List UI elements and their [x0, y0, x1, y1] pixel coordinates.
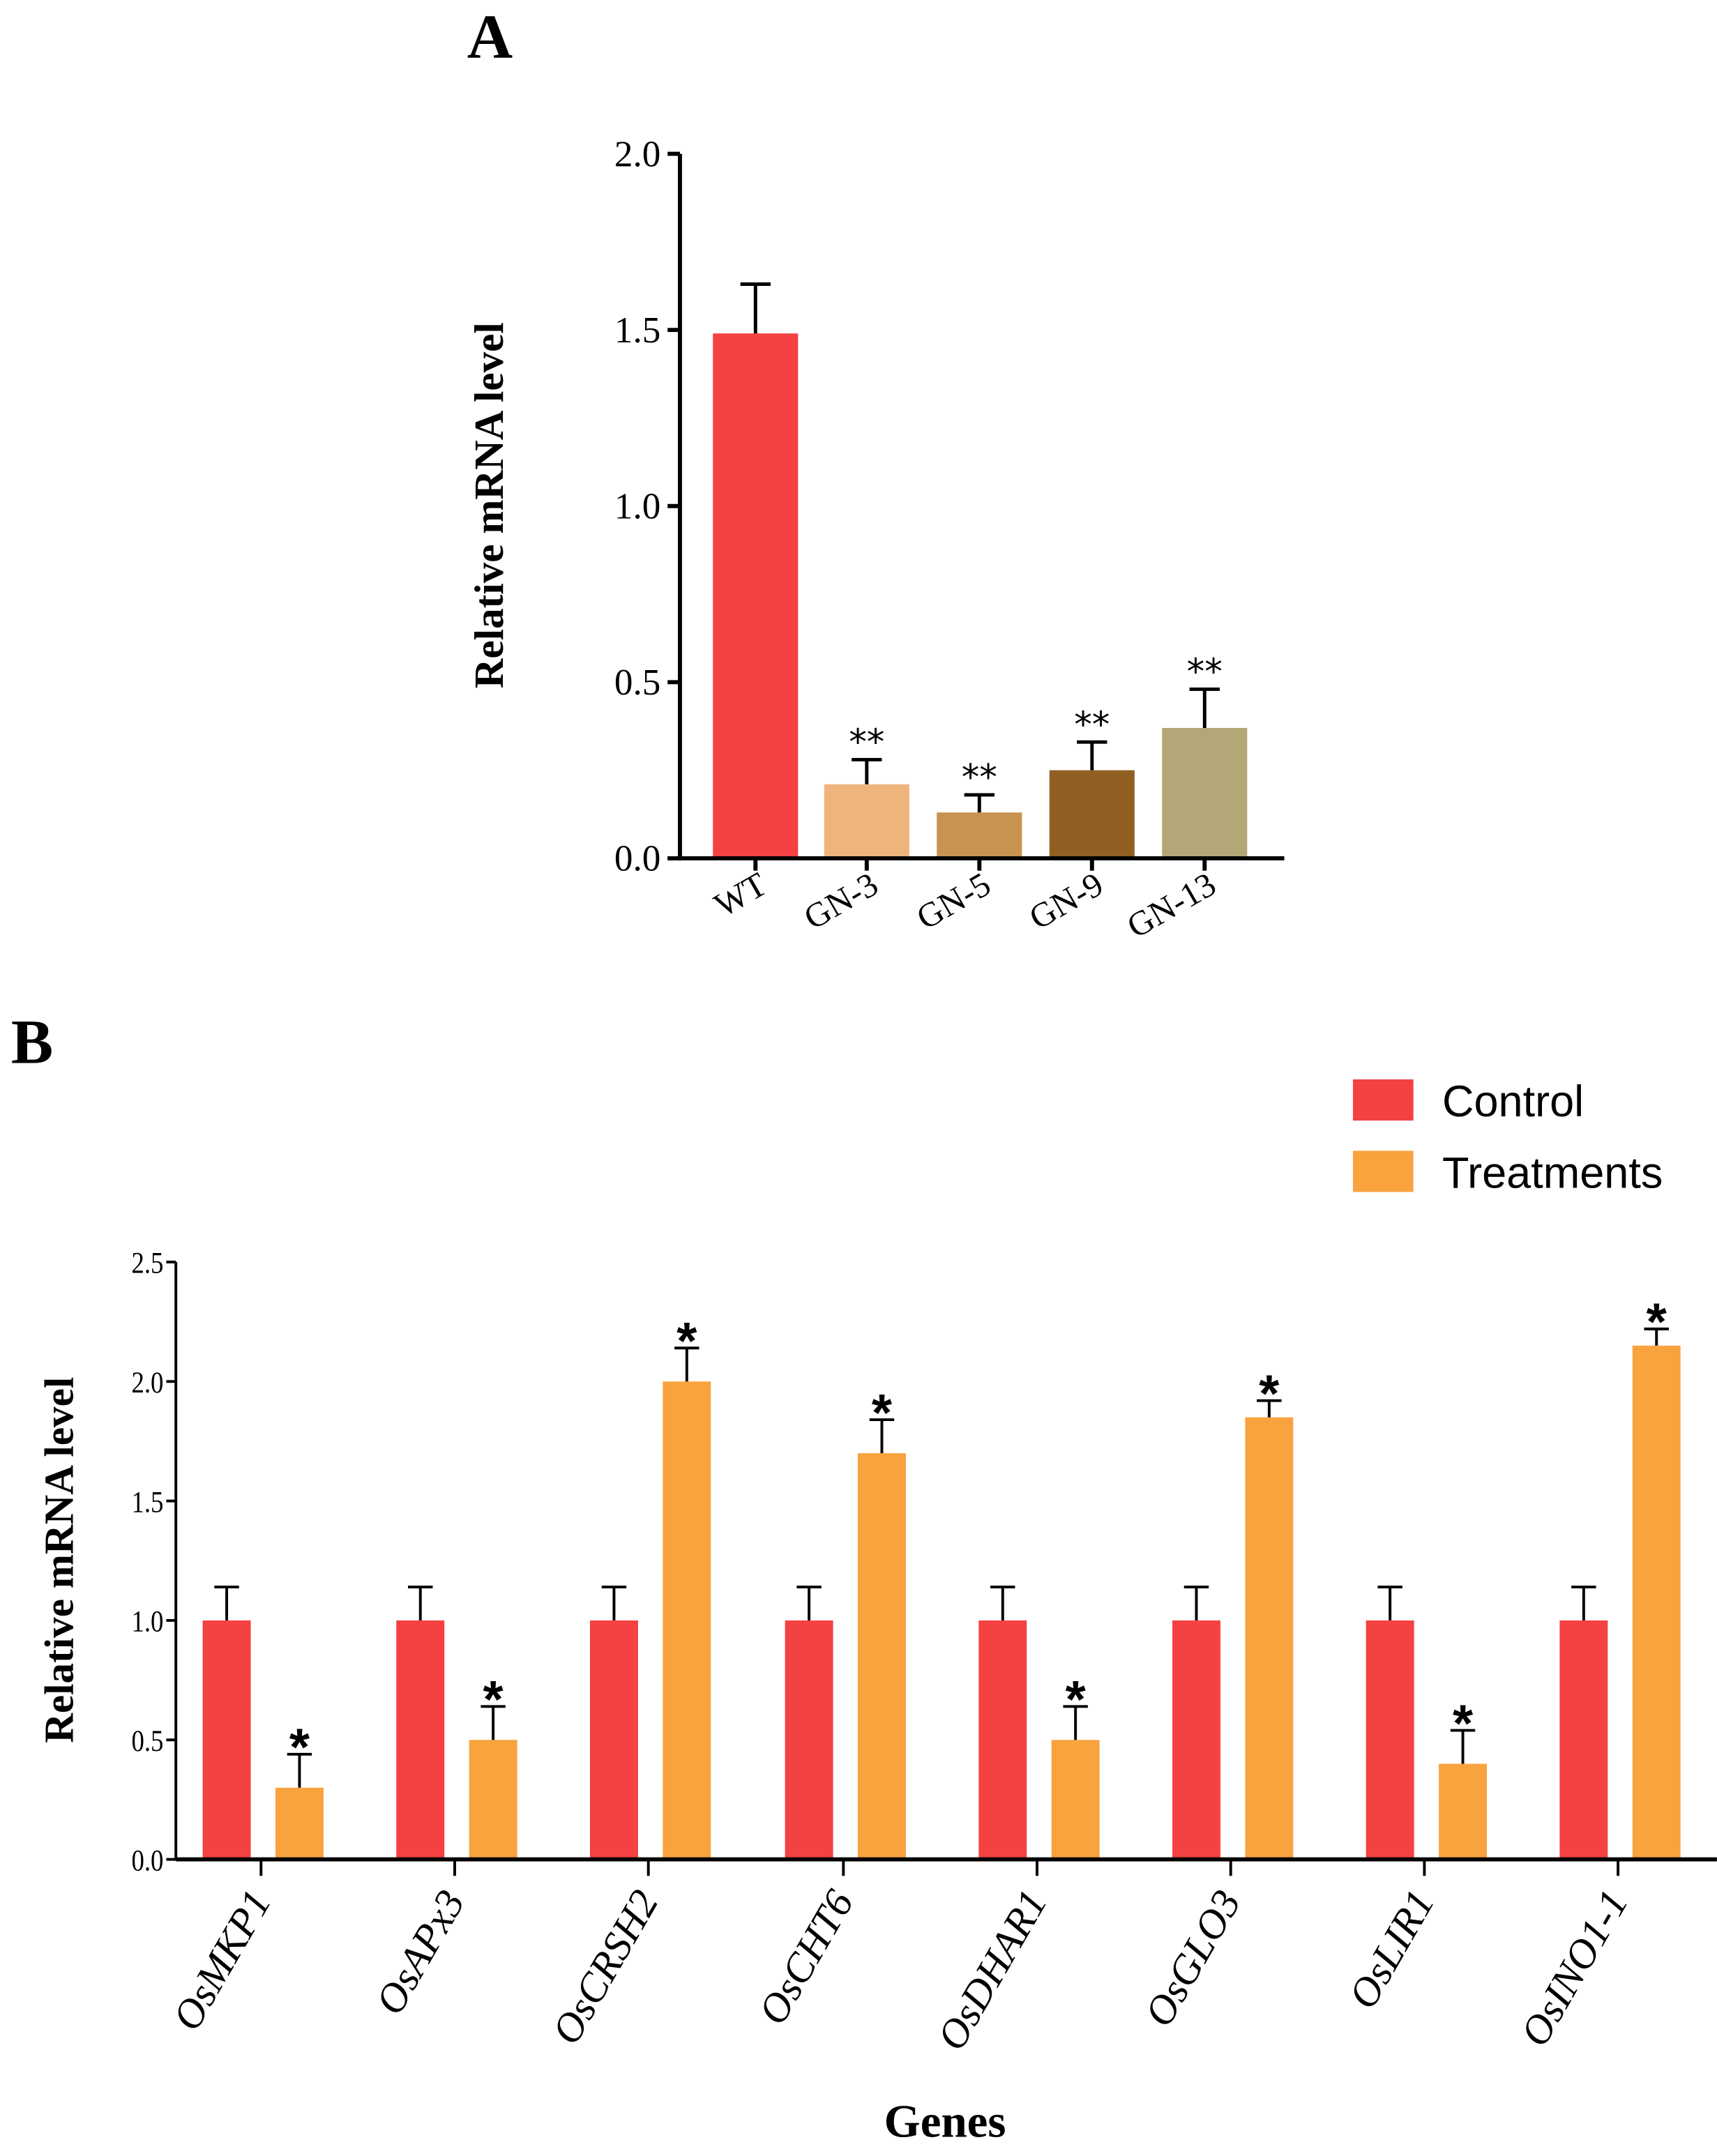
x-tick-label: GN-13 [1121, 865, 1223, 946]
y-tick-label: 2.0 [614, 133, 660, 174]
y-tick-label: 2.5 [131, 1246, 163, 1280]
x-tick-label: GN-9 [1022, 865, 1110, 937]
bar-wt [713, 333, 799, 858]
x-tick-label: OsLIR1 [1339, 1882, 1443, 2016]
significance-marker: * [289, 1718, 310, 1777]
significance-marker: * [483, 1670, 504, 1729]
panel-b-plot: * OsMKP1 * OsAPx3 * OsCRSH2 * OsCHT6 * OsDHAR1 * Os… [131, 1246, 1717, 2058]
bar-control [1559, 1620, 1608, 1860]
bar-gn-13 [1162, 727, 1248, 858]
bar-treatments [663, 1381, 711, 1860]
bar-control [1172, 1620, 1220, 1860]
legend-label-control: Control [1442, 1077, 1584, 1126]
significance-marker: * [1647, 1293, 1667, 1351]
x-tick-label: WT [708, 865, 773, 925]
x-tick-label: OsMKP1 [163, 1882, 280, 2037]
bar-treatments [275, 1787, 324, 1860]
x-tick-label: OsINO1-1 [1511, 1882, 1637, 2053]
significance-marker: * [676, 1312, 697, 1370]
bar-treatments [469, 1740, 517, 1860]
bar-treatments [1439, 1763, 1488, 1860]
legend-swatch-treatments [1352, 1151, 1414, 1192]
x-tick-label: OsCHT6 [749, 1882, 862, 2032]
panel-b-xlabel: Genes [884, 2095, 1006, 2147]
y-tick-label: 0.5 [131, 1724, 163, 1757]
significance-marker: ** [1074, 704, 1110, 745]
x-tick-label: GN-3 [797, 865, 884, 937]
bar-control [785, 1620, 833, 1860]
panel-a-label: A [467, 1, 513, 72]
bar-treatments [1632, 1345, 1681, 1860]
bar-control [202, 1620, 251, 1860]
significance-marker: ** [1187, 651, 1223, 693]
bar-control [978, 1620, 1027, 1860]
bar-gn-3 [824, 784, 909, 858]
y-tick-label: 1.0 [614, 485, 660, 526]
panel-a-plot: WT ** GN-3 ** GN-5 ** GN-9 ** GN-13 0.0 0.5 1.0 1.5 2… [614, 133, 1285, 946]
legend: Control Treatments [1352, 1077, 1663, 1198]
bar-treatments [1051, 1740, 1100, 1860]
legend-swatch-control [1352, 1079, 1414, 1121]
y-tick-label: 0.0 [614, 838, 660, 879]
y-tick-label: 0.5 [614, 662, 660, 703]
bar-treatments [1245, 1417, 1294, 1860]
significance-marker: ** [962, 757, 997, 798]
bar-gn-9 [1049, 770, 1135, 858]
x-tick-label: OsDHAR1 [928, 1882, 1057, 2058]
significance-marker: * [1453, 1694, 1474, 1752]
significance-marker: * [872, 1383, 893, 1442]
significance-marker: * [1259, 1364, 1280, 1422]
x-tick-label: OsAPx3 [366, 1882, 474, 2022]
significance-marker: ** [849, 722, 884, 764]
y-tick-label: 1.0 [131, 1604, 163, 1638]
bar-control [1366, 1620, 1414, 1860]
y-tick-label: 2.0 [131, 1365, 163, 1399]
y-tick-label: 0.0 [131, 1844, 163, 1877]
legend-label-treatments: Treatments [1442, 1149, 1663, 1198]
bar-treatments [858, 1453, 906, 1860]
x-tick-label: OsCRSH2 [543, 1882, 667, 2051]
panel-a-ylabel: Relative mRNA level [466, 322, 512, 688]
x-tick-label: GN-5 [910, 865, 997, 937]
significance-marker: * [1066, 1670, 1087, 1729]
x-tick-label: OsGLO3 [1135, 1882, 1250, 2034]
panel-b-label: B [11, 1006, 53, 1077]
bar-control [396, 1620, 445, 1860]
y-tick-label: 1.5 [614, 310, 660, 351]
bar-control [589, 1620, 638, 1860]
panel-b-ylabel: Relative mRNA level [36, 1377, 82, 1743]
bar-gn-5 [937, 812, 1022, 858]
y-tick-label: 1.5 [131, 1485, 163, 1519]
